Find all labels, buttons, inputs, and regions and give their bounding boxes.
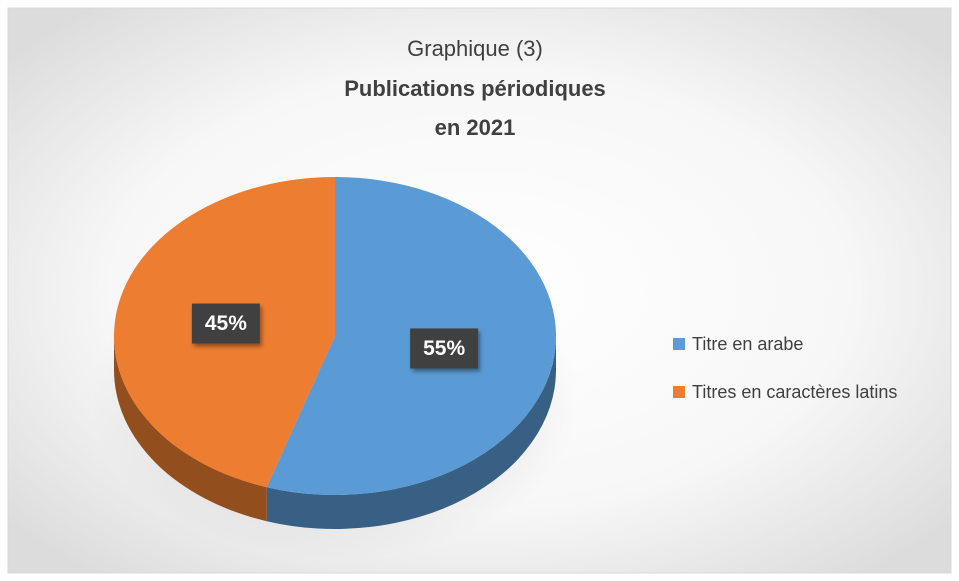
legend-label: Titres en caractères latins — [692, 382, 897, 402]
data-label: 55% — [423, 337, 465, 360]
legend-label: Titre en arabe — [692, 334, 803, 354]
legend-swatch — [673, 338, 685, 350]
pie-slice-side — [266, 336, 556, 529]
data-label: 45% — [205, 312, 247, 335]
legend-swatch — [673, 386, 685, 398]
pie-slice-side — [114, 336, 267, 522]
data-label-box — [410, 328, 479, 369]
chart-title: en 2021 — [435, 115, 516, 140]
chart-title: Graphique (3) — [407, 36, 543, 61]
pie: 55% 45% — [113, 177, 556, 529]
chart-title: Publications périodiques — [344, 76, 606, 101]
data-label-box — [191, 303, 260, 344]
legend: Titre en arabe Titres en caractères latin… — [673, 334, 897, 402]
